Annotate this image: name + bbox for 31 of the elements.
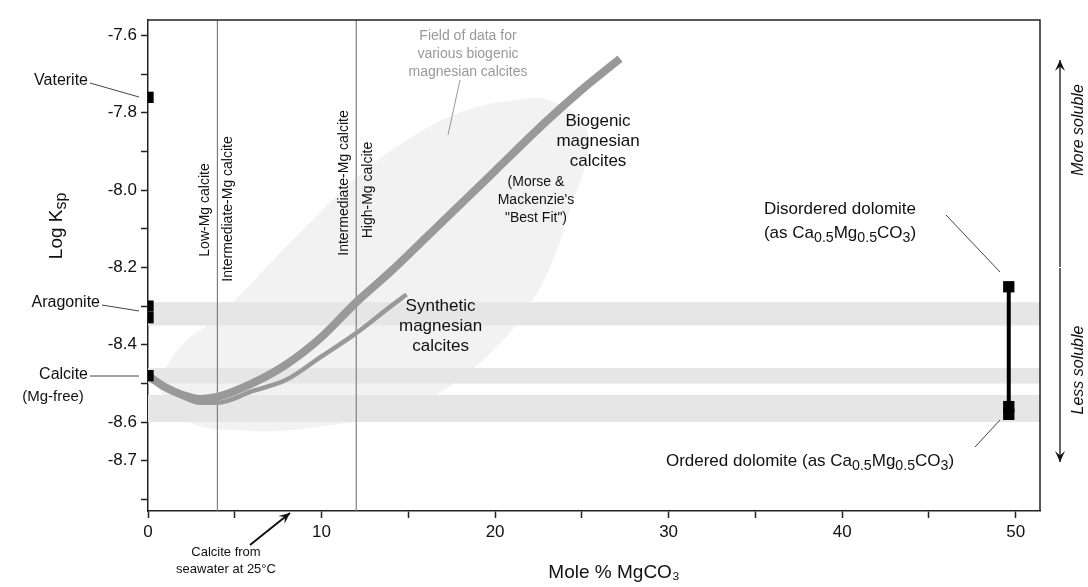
text: Aragonite bbox=[31, 291, 100, 311]
y-tick-label: -8.0 bbox=[107, 179, 137, 199]
series-label: Synthetic magnesian calcites bbox=[397, 296, 484, 357]
annotation: Disordered dolomite (as Ca$_{0.5}$Mg$_{0.5}$CO$_{3}$) bbox=[762, 197, 918, 248]
y-tick-label: -8.4 bbox=[107, 334, 137, 354]
text: Less soluble bbox=[1067, 325, 1087, 415]
x-tick-label: 40 bbox=[832, 521, 852, 541]
series-label: Biogenic magnesian calcites bbox=[555, 110, 641, 171]
annotation: High-Mg calcite bbox=[357, 141, 376, 239]
y-tick-label: -7.6 bbox=[107, 25, 137, 45]
ref-line-label: Low-Mg calcite bbox=[194, 163, 213, 257]
y-tick-label: -7.8 bbox=[107, 102, 137, 122]
y-tick-label: -8.2 bbox=[107, 257, 137, 277]
x-tick-label: 50 bbox=[1006, 521, 1026, 541]
x-tick-label: 30 bbox=[659, 521, 679, 541]
annotation: Field of data for various biogenic magnesian calcites bbox=[407, 26, 529, 80]
annotation: Ordered dolomite (as Ca$_{0.5}$Mg$_{0.5}$CO$_{3}$) bbox=[665, 450, 955, 476]
y-tick-label: -8.6 bbox=[107, 411, 137, 431]
ref-line-label: Intermediate-Mg calcite bbox=[333, 110, 352, 256]
x-tick-label: 0 bbox=[143, 521, 153, 541]
annotation: Intermediate-Mg calcite bbox=[217, 136, 236, 283]
text: More soluble bbox=[1067, 84, 1087, 176]
text: Calcite from seawater at 25°C bbox=[175, 543, 277, 577]
y-tick-label: -8.7 bbox=[107, 450, 137, 470]
text: (Mg-free) bbox=[22, 385, 84, 405]
x-tick-label: 10 bbox=[312, 521, 331, 541]
annotation: (Morse & Mackenzie's "Best Fit") bbox=[496, 172, 576, 226]
text: Vaterite bbox=[34, 69, 88, 89]
x-axis-title: Mole % MgCO₃ bbox=[548, 560, 680, 582]
text: Calcite bbox=[39, 363, 88, 383]
x-tick-label: 20 bbox=[485, 521, 505, 541]
